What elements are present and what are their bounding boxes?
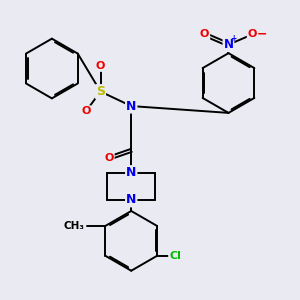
Text: Cl: Cl: [169, 251, 181, 261]
Text: S: S: [96, 85, 105, 98]
Text: O: O: [96, 61, 105, 71]
Text: O: O: [248, 29, 257, 39]
Text: −: −: [256, 28, 267, 41]
Text: CH₃: CH₃: [63, 221, 84, 231]
Text: N: N: [126, 194, 136, 206]
Text: O: O: [104, 153, 114, 163]
Text: O: O: [81, 106, 91, 116]
Text: O: O: [200, 29, 209, 39]
Text: +: +: [230, 34, 237, 43]
Text: N: N: [126, 166, 136, 179]
Text: N: N: [224, 38, 233, 51]
Text: N: N: [126, 100, 136, 112]
